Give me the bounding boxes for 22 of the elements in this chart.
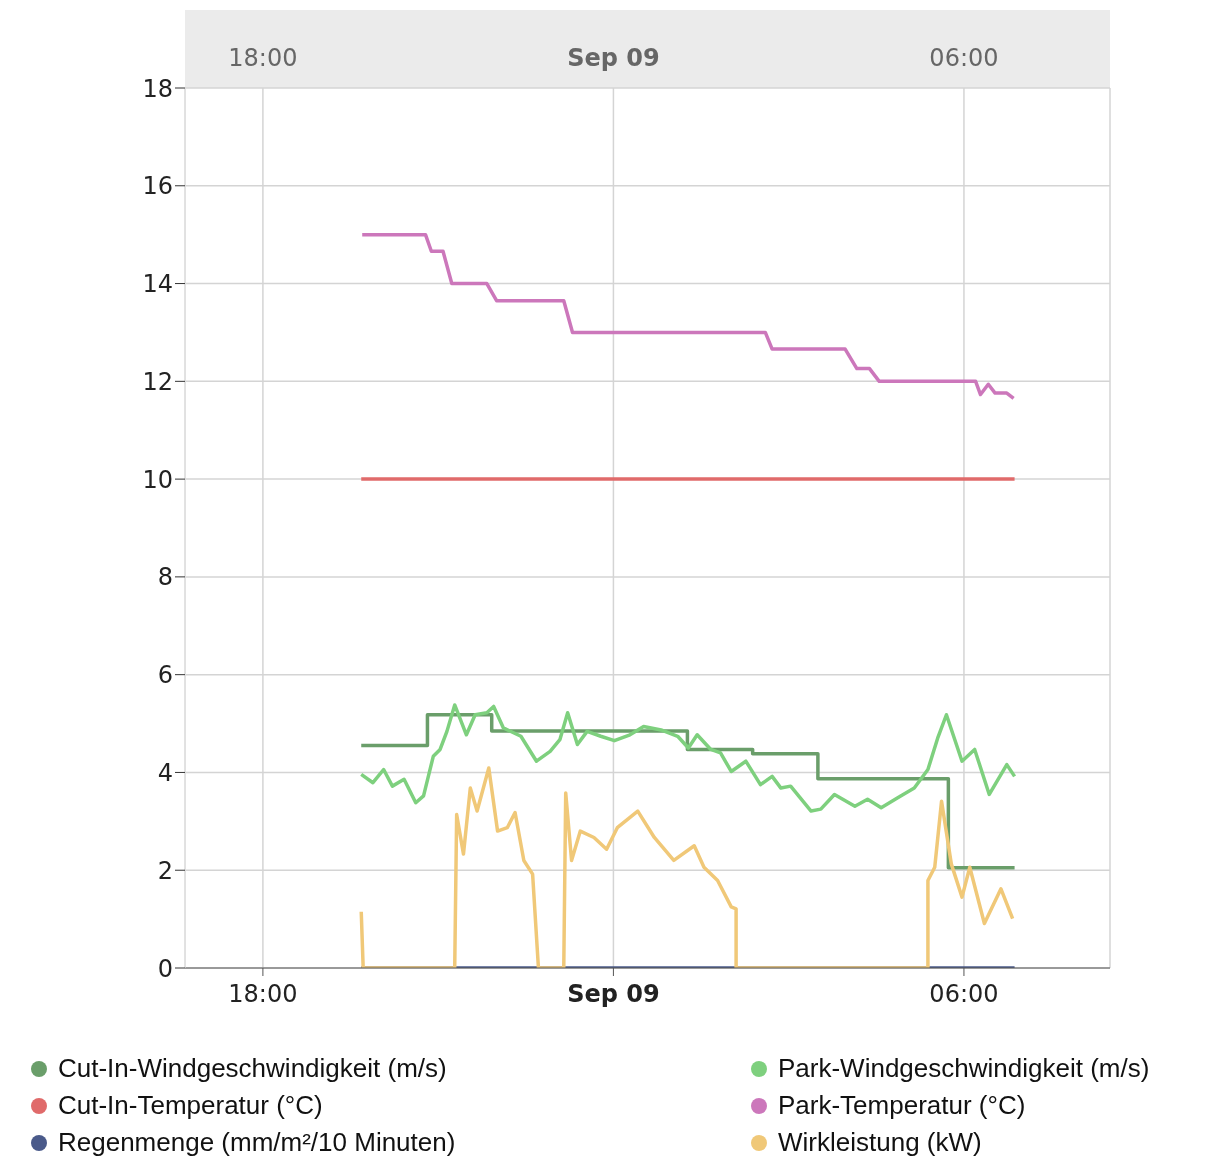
y-tick-label: 18 bbox=[142, 74, 173, 103]
x2-tick-label: 06:00 bbox=[929, 44, 999, 72]
x-tick-label: Sep 09 bbox=[567, 980, 660, 1008]
legend-label: Cut-In-Windgeschwindigkeit (m/s) bbox=[58, 1053, 447, 1084]
y-tick-label: 0 bbox=[157, 954, 173, 983]
y-tick-label: 6 bbox=[157, 661, 173, 690]
y-tick-label: 2 bbox=[157, 856, 173, 885]
y-tick-label: 14 bbox=[142, 270, 173, 299]
x-tick-label: 06:00 bbox=[929, 980, 999, 1008]
y-tick-label: 10 bbox=[142, 465, 173, 494]
y-tick-label: 16 bbox=[142, 172, 173, 201]
x-tick-label: 18:00 bbox=[228, 980, 298, 1008]
y-tick-label: 4 bbox=[157, 758, 173, 787]
y-tick-label: 8 bbox=[157, 563, 173, 592]
legend-label: Regenmenge (mm/m²/10 Minuten) bbox=[58, 1127, 456, 1158]
y-tick-label: 12 bbox=[142, 367, 173, 396]
legend-label: Park-Temperatur (°C) bbox=[778, 1090, 1026, 1121]
x2-tick-label: 18:00 bbox=[228, 44, 298, 72]
legend-label: Park-Windgeschwindigkeit (m/s) bbox=[778, 1053, 1150, 1084]
x2-tick-label: Sep 09 bbox=[567, 44, 660, 72]
legend-label: Cut-In-Temperatur (°C) bbox=[58, 1090, 323, 1121]
legend-label: Wirkleistung (kW) bbox=[778, 1127, 982, 1158]
